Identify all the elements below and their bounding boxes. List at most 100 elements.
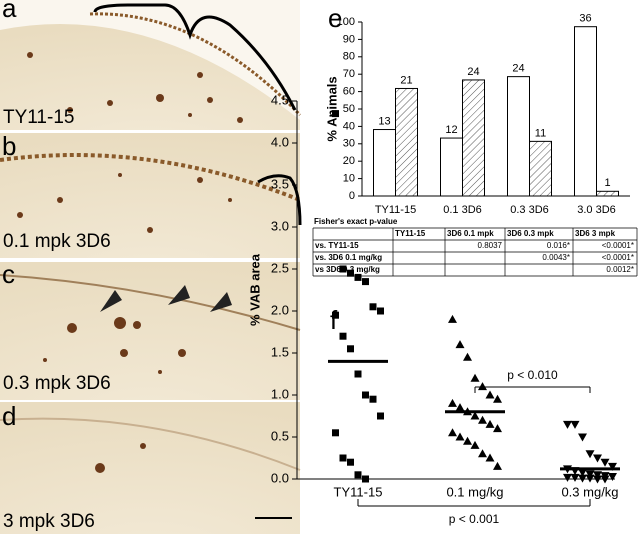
y-tick-label: 80: [343, 51, 355, 63]
table-cell: <0.0001*: [602, 241, 634, 250]
plaques: [17, 52, 243, 473]
marker: [339, 332, 347, 340]
bar: [462, 79, 485, 197]
count-label: 24: [467, 66, 479, 78]
y-tick-label: 70: [343, 68, 355, 80]
marker: [369, 395, 377, 403]
table-cell: vs. 3D6 0.1 mg/kg: [315, 253, 382, 262]
table-cell: 0.0012*: [606, 265, 634, 274]
plaque-edge: [0, 153, 301, 202]
marker: [463, 436, 472, 445]
marker: [339, 265, 347, 273]
marker: [563, 473, 572, 482]
marker: [354, 273, 362, 281]
y-tick-label: 10: [343, 173, 355, 185]
y-tick-label: 40: [343, 120, 355, 132]
bracket: [257, 174, 302, 226]
marker: [377, 307, 384, 315]
panel-letter: d: [2, 401, 16, 431]
marker: [354, 471, 362, 479]
marker: [347, 345, 354, 353]
table-caption: Fisher's exact p-value: [314, 217, 398, 226]
count-label: 21: [400, 74, 412, 86]
y-tick-label: 60: [343, 86, 355, 98]
marker: [485, 390, 495, 399]
marker: [493, 394, 502, 403]
marker: [470, 411, 480, 420]
marker: [485, 419, 495, 428]
marker: [608, 472, 617, 481]
bar: [440, 137, 463, 197]
y-tick-label: 30: [343, 138, 355, 150]
y-tick-label: 3.0: [271, 218, 289, 233]
panel-letter: f: [330, 305, 338, 335]
y-tick-label: 20: [343, 155, 355, 167]
annotation: p < 0.001: [449, 512, 500, 526]
marker: [448, 398, 457, 407]
marker: [600, 475, 610, 484]
table-cell: 3D6 0.3 mpk: [507, 229, 554, 238]
y-tick-label: 2.0: [271, 302, 289, 317]
x-tick-label: TY11-15: [334, 484, 383, 499]
panel-bg: [0, 262, 300, 400]
x-tick-label: TY11-15: [375, 204, 416, 216]
marker: [585, 450, 595, 459]
marker: [563, 420, 572, 429]
y-axis-label: % VAB area: [247, 253, 262, 326]
marker: [493, 461, 502, 470]
table-cell: 0.016*: [547, 241, 570, 250]
marker: [470, 440, 480, 449]
tissue-edge: [0, 417, 301, 471]
marker: [593, 471, 602, 480]
panel-letter: c: [2, 259, 15, 289]
y-tick-label: 4.5: [271, 92, 289, 107]
marker: [570, 420, 580, 429]
y-tick-label: 0.0: [271, 470, 289, 485]
table-cell: 3D6 3 mpk: [575, 229, 616, 238]
marker: [448, 314, 457, 323]
marker: [593, 454, 602, 463]
marker: [332, 429, 339, 437]
table-cell: 0.8037: [478, 241, 503, 250]
panel-letter: a: [2, 0, 17, 23]
count-label: 11: [535, 127, 546, 139]
marker: [485, 453, 495, 462]
table-cell: TY11-15: [395, 229, 426, 238]
x-tick-label: 0.3 3D6: [510, 204, 549, 216]
panel-label: 0.1 mpk 3D6: [3, 231, 111, 252]
marker: [478, 415, 487, 424]
marker: [570, 473, 580, 482]
y-tick-label: 100: [337, 16, 355, 28]
y-tick-label: 1.0: [271, 386, 289, 401]
marker: [463, 352, 472, 361]
marker: [354, 370, 362, 378]
marker: [493, 424, 502, 433]
y-tick-label: 0.5: [271, 428, 289, 443]
plaque-edge: [89, 12, 302, 117]
bar: [574, 26, 597, 197]
marker: [585, 470, 595, 479]
bracket: [93, 3, 297, 111]
marker: [593, 475, 602, 484]
marker: [608, 462, 617, 471]
table-cell: 3D6 0.1 mpk: [447, 229, 494, 238]
marker: [347, 458, 354, 466]
annotation: p < 0.010: [507, 368, 558, 382]
marker: [448, 428, 457, 437]
panel-label: 3 mpk 3D6: [3, 511, 95, 532]
marker: [362, 391, 369, 399]
x-tick-label: 3.0 3D6: [577, 204, 616, 216]
tissue: [0, 24, 300, 130]
marker: [332, 110, 339, 118]
marker: [377, 412, 384, 420]
bar: [395, 87, 418, 197]
y-tick-label: 90: [343, 33, 355, 45]
y-tick-label: 1.5: [271, 344, 289, 359]
marker: [470, 373, 480, 382]
marker: [478, 382, 487, 391]
count-label: 24: [512, 63, 524, 75]
y-tick-label: 50: [343, 103, 355, 115]
micrographs: [0, 0, 302, 534]
marker: [455, 403, 465, 412]
table-cell: vs 3D6 0.3 mg/kg: [315, 265, 380, 274]
